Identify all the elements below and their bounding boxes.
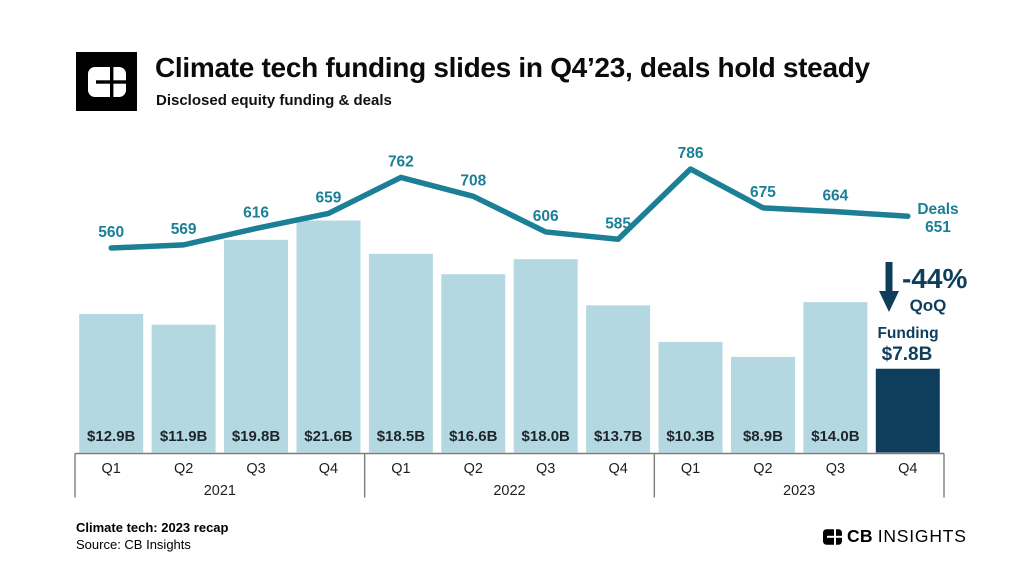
deals-point-label-q2-2023: 675 xyxy=(750,184,776,201)
funding-bar-q4-2022 xyxy=(586,305,651,453)
funding-bar-q2-2023 xyxy=(730,356,795,453)
bar-value-labels: $12.9B $11.9B $19.8B $21.6B $18.5B $16.6B $18.… xyxy=(87,428,860,445)
quarter-label-q1-2021: Q1 xyxy=(102,461,121,477)
cb-insights-logo-mark xyxy=(76,52,137,111)
quarter-label-q4-2021: Q4 xyxy=(319,461,338,477)
deals-point-label-q1-2021: 560 xyxy=(98,224,124,241)
deals-legend: Deals 651 xyxy=(917,201,958,236)
bar-value-label-q2-2021: $11.9B xyxy=(160,428,208,445)
bar-value-label-q4-2022: $13.7B xyxy=(594,428,643,445)
quarter-label-q3-2021: Q3 xyxy=(246,461,265,477)
deals-point-label-q1-2023: 786 xyxy=(678,145,704,162)
deals-point-label-q2-2021: 569 xyxy=(171,221,197,238)
down-arrow-icon xyxy=(879,262,899,312)
deals-legend-value: 651 xyxy=(925,219,951,236)
quarter-label-q1-2023: Q1 xyxy=(681,461,700,477)
quarter-label-q1-2022: Q1 xyxy=(391,461,410,477)
brand-text-insights: INSIGHTS xyxy=(877,526,967,546)
qoq-change-value: -44% xyxy=(902,263,967,294)
deals-point-label-q1-2022: 762 xyxy=(388,153,414,170)
bar-value-label-q4-2021: $21.6B xyxy=(304,428,353,445)
bar-value-label-q1-2022: $18.5B xyxy=(377,428,426,445)
funding-bar-q3-2022 xyxy=(513,259,578,453)
footer-caption: Climate tech: 2023 recap xyxy=(76,520,229,535)
cb-insights-footer-logo: CB INSIGHTS xyxy=(823,526,967,547)
page-subtitle: Disclosed equity funding & deals xyxy=(156,92,392,109)
deals-point-label-q2-2022: 708 xyxy=(460,172,486,189)
funding-bar-q3-2021 xyxy=(224,239,289,453)
bar-value-label-q3-2021: $19.8B xyxy=(232,428,281,445)
year-label-2023: 2023 xyxy=(783,483,815,499)
deals-point-label-q3-2022: 606 xyxy=(533,208,559,225)
quarter-label-q2-2022: Q2 xyxy=(464,461,483,477)
funding-bar-q2-2021 xyxy=(151,324,216,453)
funding-annotation-value: $7.8B xyxy=(882,344,933,365)
bar-value-label-q2-2022: $16.6B xyxy=(449,428,498,445)
funding-bars xyxy=(79,220,940,453)
deals-line xyxy=(108,166,911,251)
quarter-label-q3-2023: Q3 xyxy=(826,461,845,477)
bar-value-label-q1-2021: $12.9B xyxy=(87,428,136,445)
funding-bar-q4-2023 xyxy=(875,368,940,453)
bar-value-label-q3-2023: $14.0B xyxy=(811,428,860,445)
qoq-label: QoQ xyxy=(910,296,947,315)
funding-bar-q1-2023 xyxy=(658,341,723,453)
funding-bar-q1-2021 xyxy=(79,313,144,453)
year-label-2022: 2022 xyxy=(493,483,525,499)
funding-annotation-label: Funding xyxy=(877,325,938,342)
bar-value-label-q2-2023: $8.9B xyxy=(743,428,783,445)
deals-point-label-q3-2021: 616 xyxy=(243,204,269,221)
funding-bar-q4-2021 xyxy=(296,220,361,453)
funding-bar-q3-2023 xyxy=(803,302,868,453)
deals-point-label-q3-2023: 664 xyxy=(822,188,848,205)
quarter-label-q4-2022: Q4 xyxy=(608,461,627,477)
cb-insights-mark-icon xyxy=(823,528,842,545)
funding-bar-q2-2022 xyxy=(441,274,506,453)
quarter-label-q3-2022: Q3 xyxy=(536,461,555,477)
year-label-2021: 2021 xyxy=(204,483,236,499)
bar-value-label-q3-2022: $18.0B xyxy=(522,428,571,445)
qoq-annotation: -44% QoQ Funding $7.8B xyxy=(877,262,967,365)
x-axis: Q1 Q2 Q3 Q4 Q1 Q2 Q3 Q4 Q1 Q2 Q3 Q4 2021 2022 2023 xyxy=(74,452,945,499)
deals-line-series: 560 569 616 659 762 708 606 585 786 675 664 xyxy=(98,145,911,251)
quarter-label-q2-2021: Q2 xyxy=(174,461,193,477)
funding-bar-q1-2022 xyxy=(368,253,433,453)
cb-insights-icon xyxy=(87,66,126,97)
quarter-label-q4-2023: Q4 xyxy=(898,461,917,477)
deals-point-label-q4-2021: 659 xyxy=(316,189,342,206)
deals-legend-label: Deals xyxy=(917,201,958,218)
quarter-label-q2-2023: Q2 xyxy=(753,461,772,477)
bar-value-label-q1-2023: $10.3B xyxy=(666,428,715,445)
footer-source: Source: CB Insights xyxy=(76,537,191,552)
page-title: Climate tech funding slides in Q4’23, de… xyxy=(155,52,870,83)
deals-point-label-q4-2022: 585 xyxy=(605,215,631,232)
brand-text-cb: CB xyxy=(847,526,873,546)
